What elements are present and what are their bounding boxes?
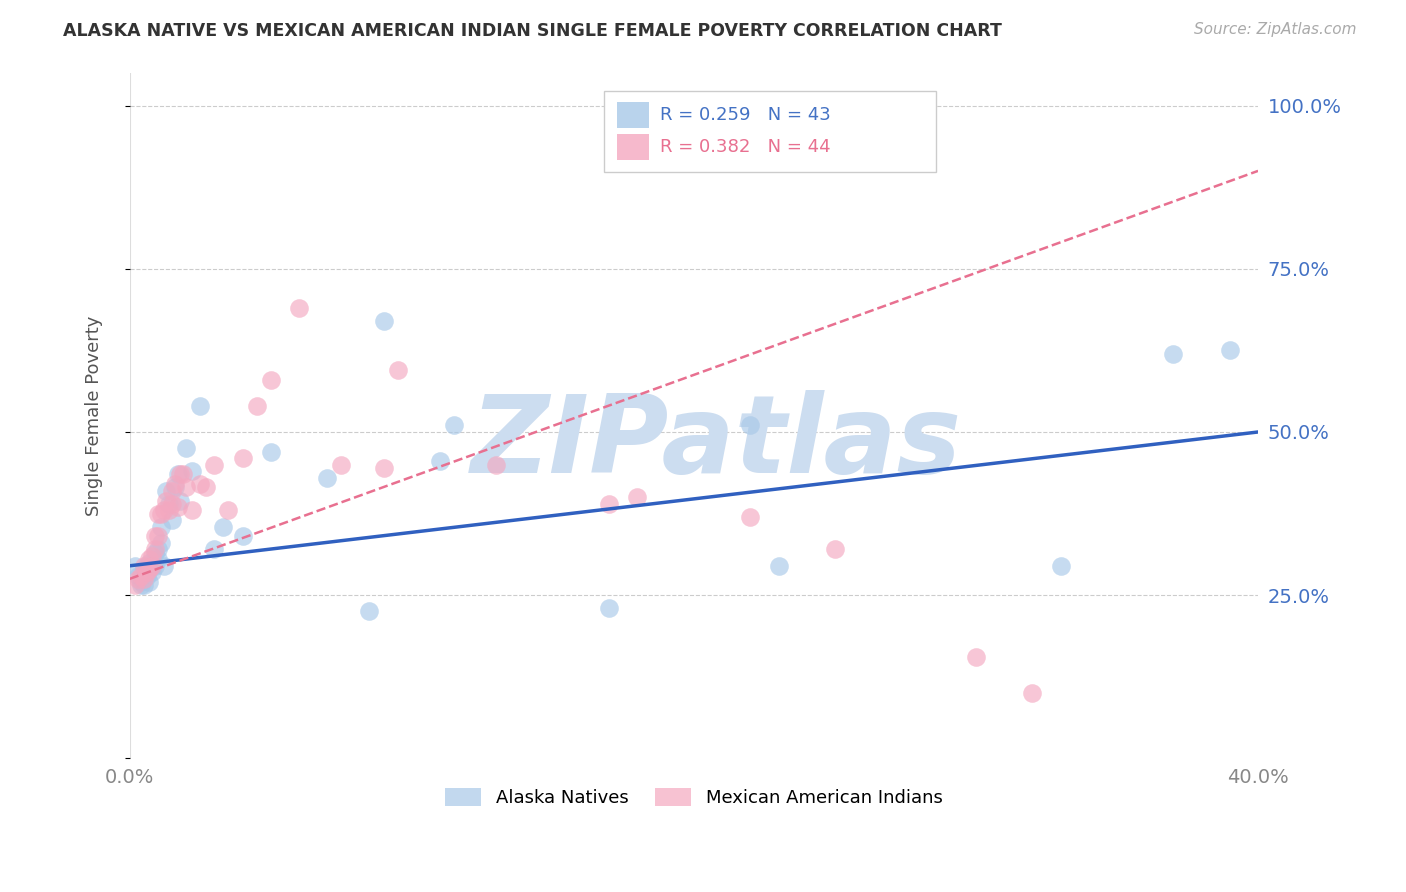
Point bbox=[172, 467, 194, 482]
Point bbox=[127, 568, 149, 582]
Text: R = 0.382   N = 44: R = 0.382 N = 44 bbox=[659, 138, 831, 156]
Point bbox=[135, 566, 157, 580]
Point bbox=[143, 558, 166, 573]
Legend: Alaska Natives, Mexican American Indians: Alaska Natives, Mexican American Indians bbox=[437, 780, 950, 814]
Point bbox=[180, 503, 202, 517]
Text: ALASKA NATIVE VS MEXICAN AMERICAN INDIAN SINGLE FEMALE POVERTY CORRELATION CHART: ALASKA NATIVE VS MEXICAN AMERICAN INDIAN… bbox=[63, 22, 1002, 40]
Point bbox=[163, 477, 186, 491]
FancyBboxPatch shape bbox=[603, 92, 936, 172]
Point bbox=[1049, 558, 1071, 573]
Point bbox=[598, 497, 620, 511]
Point bbox=[387, 363, 409, 377]
Point bbox=[166, 500, 188, 514]
Point bbox=[132, 558, 155, 573]
Point bbox=[373, 461, 395, 475]
Point bbox=[149, 507, 172, 521]
Point bbox=[129, 575, 152, 590]
Text: Source: ZipAtlas.com: Source: ZipAtlas.com bbox=[1194, 22, 1357, 37]
Point bbox=[188, 477, 211, 491]
Point bbox=[598, 601, 620, 615]
Point bbox=[217, 503, 239, 517]
Point bbox=[429, 454, 451, 468]
Point bbox=[146, 507, 169, 521]
Point bbox=[129, 578, 152, 592]
Point bbox=[146, 542, 169, 557]
Point bbox=[211, 519, 233, 533]
Point bbox=[160, 497, 183, 511]
Point bbox=[155, 483, 177, 498]
Point bbox=[138, 575, 160, 590]
Point bbox=[169, 467, 191, 482]
Point bbox=[138, 556, 160, 570]
Point bbox=[260, 373, 283, 387]
Point bbox=[146, 552, 169, 566]
Point bbox=[124, 578, 146, 592]
Point bbox=[740, 418, 762, 433]
Point bbox=[129, 568, 152, 582]
Point bbox=[373, 314, 395, 328]
Point bbox=[135, 568, 157, 582]
Point bbox=[194, 480, 217, 494]
Point bbox=[141, 566, 163, 580]
Text: ZIPatlas: ZIPatlas bbox=[471, 390, 962, 496]
Point bbox=[127, 572, 149, 586]
Point bbox=[135, 558, 157, 573]
Point bbox=[146, 529, 169, 543]
Point bbox=[132, 578, 155, 592]
Point bbox=[288, 301, 311, 315]
Point bbox=[231, 529, 253, 543]
Point bbox=[132, 572, 155, 586]
Point bbox=[316, 471, 339, 485]
Point bbox=[143, 546, 166, 560]
Point bbox=[169, 493, 191, 508]
Point bbox=[124, 558, 146, 573]
Point bbox=[1021, 686, 1043, 700]
Point bbox=[160, 483, 183, 498]
Point bbox=[166, 467, 188, 482]
Point bbox=[174, 442, 197, 456]
Text: R = 0.259   N = 43: R = 0.259 N = 43 bbox=[659, 106, 831, 124]
FancyBboxPatch shape bbox=[617, 102, 648, 128]
Point bbox=[143, 542, 166, 557]
Point bbox=[330, 458, 353, 472]
Point bbox=[143, 529, 166, 543]
Point bbox=[231, 451, 253, 466]
Point bbox=[160, 513, 183, 527]
Point bbox=[768, 558, 790, 573]
Point bbox=[149, 519, 172, 533]
Point bbox=[188, 399, 211, 413]
Point bbox=[141, 558, 163, 573]
Point bbox=[163, 480, 186, 494]
Point bbox=[157, 503, 180, 517]
Point bbox=[359, 605, 381, 619]
Point bbox=[132, 562, 155, 576]
Point bbox=[1163, 346, 1185, 360]
Point bbox=[180, 464, 202, 478]
Point bbox=[174, 480, 197, 494]
Point bbox=[155, 493, 177, 508]
Point bbox=[152, 503, 174, 517]
Point bbox=[157, 497, 180, 511]
Point bbox=[965, 650, 987, 665]
Point bbox=[141, 549, 163, 563]
Point bbox=[740, 509, 762, 524]
Point bbox=[443, 418, 465, 433]
Point bbox=[138, 562, 160, 576]
Point bbox=[149, 536, 172, 550]
FancyBboxPatch shape bbox=[617, 134, 648, 160]
Point bbox=[202, 458, 225, 472]
Point bbox=[260, 444, 283, 458]
Point bbox=[141, 558, 163, 573]
Point bbox=[202, 542, 225, 557]
Point bbox=[626, 490, 648, 504]
Point bbox=[824, 542, 846, 557]
Point bbox=[485, 458, 508, 472]
Point bbox=[138, 552, 160, 566]
Point bbox=[152, 558, 174, 573]
Point bbox=[1219, 343, 1241, 358]
Point bbox=[246, 399, 269, 413]
Y-axis label: Single Female Poverty: Single Female Poverty bbox=[86, 316, 103, 516]
